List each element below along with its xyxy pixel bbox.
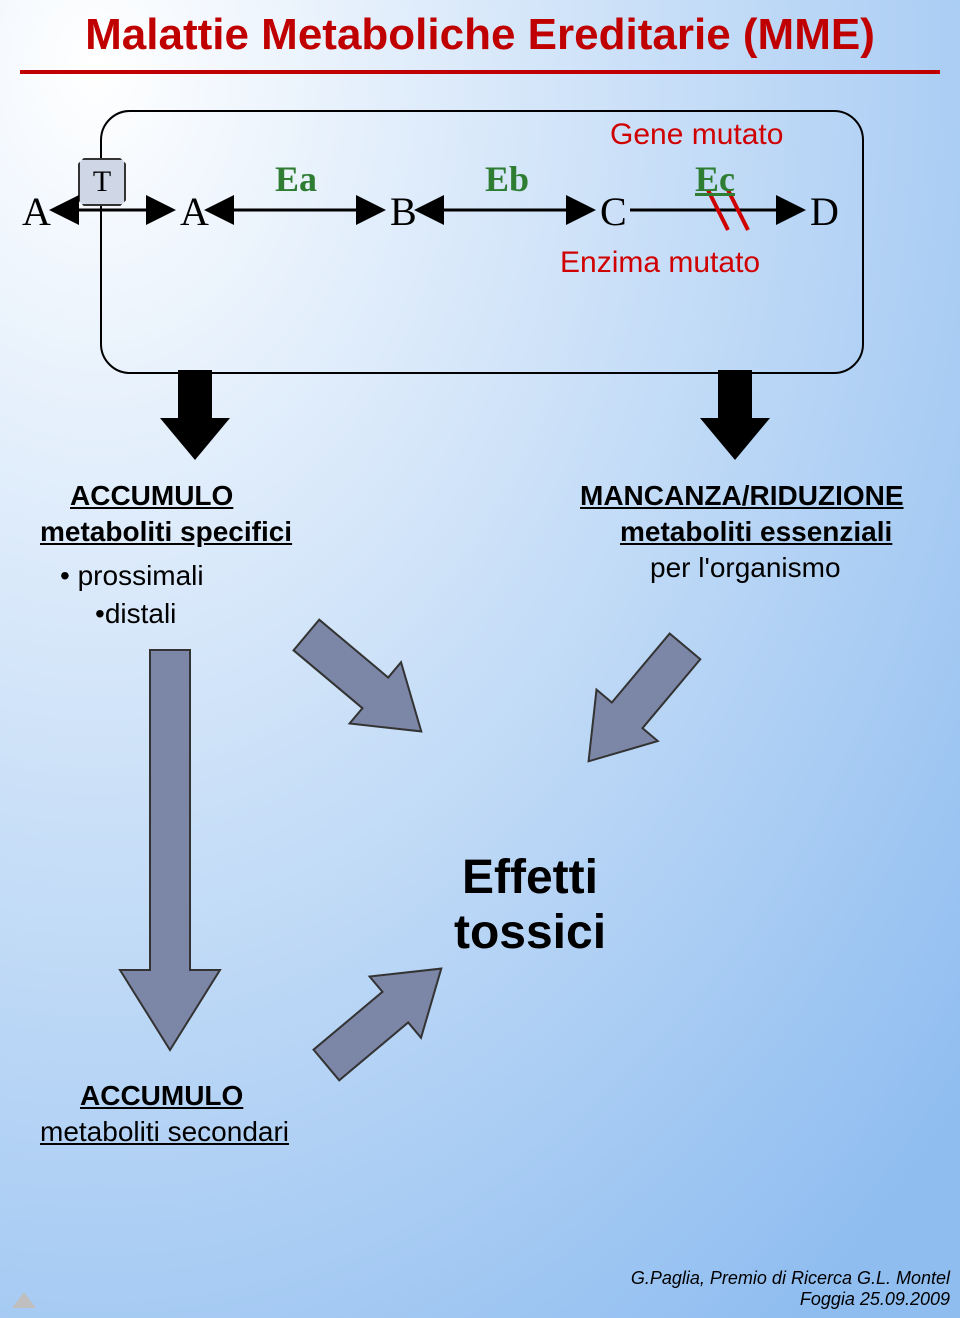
effetti-tossici: Effetti tossici	[400, 850, 660, 960]
enzima-mutato-label: Enzima mutato	[560, 246, 760, 280]
grey-arrow-right-to-center	[540, 600, 740, 800]
arrow-to-accumulo	[160, 370, 230, 460]
metabolite-A-in: A	[180, 188, 209, 235]
gene-mutato-label: Gene mutato	[610, 118, 783, 152]
mancanza-sub: metaboliti essenziali	[620, 516, 892, 548]
accumulo1-bullet1-text: prossimali	[78, 560, 204, 591]
arrow-to-mancanza	[700, 370, 770, 460]
accumulo2-sub: metaboliti secondari	[40, 1116, 289, 1148]
accumulo2-title: ACCUMULO	[80, 1080, 243, 1112]
grey-arrow-left-to-center	[260, 580, 460, 780]
metabolite-B: B	[390, 188, 417, 235]
metabolite-C: C	[600, 188, 627, 235]
prev-triangle-icon	[12, 1292, 36, 1308]
mancanza-title: MANCANZA/RIDUZIONE	[580, 480, 904, 512]
footer-line1: G.Paglia, Premio di Ricerca G.L. Montel	[631, 1268, 950, 1289]
mancanza-sub2: per l'organismo	[650, 552, 841, 584]
enzyme-Ea: Ea	[275, 158, 317, 200]
accumulo1-bullet2-text: distali	[105, 598, 177, 629]
effetti-line1: Effetti	[400, 850, 660, 905]
grey-arrow-down-to-accumulo2	[110, 640, 230, 1060]
accumulo1-bullet2: •distali	[95, 598, 176, 630]
effetti-line2: tossici	[400, 905, 660, 960]
accumulo1-title: ACCUMULO	[70, 480, 233, 512]
footer-credit: G.Paglia, Premio di Ricerca G.L. Montel …	[631, 1268, 950, 1310]
enzyme-Eb: Eb	[485, 158, 529, 200]
metabolite-D: D	[810, 188, 839, 235]
metabolite-A-out: A	[22, 188, 51, 235]
footer-line2: Foggia 25.09.2009	[631, 1289, 950, 1310]
accumulo1-sub: metaboliti specifici	[40, 516, 292, 548]
enzyme-Ec: Ec	[695, 158, 735, 200]
accumulo1-bullet1: • prossimali	[60, 560, 204, 592]
